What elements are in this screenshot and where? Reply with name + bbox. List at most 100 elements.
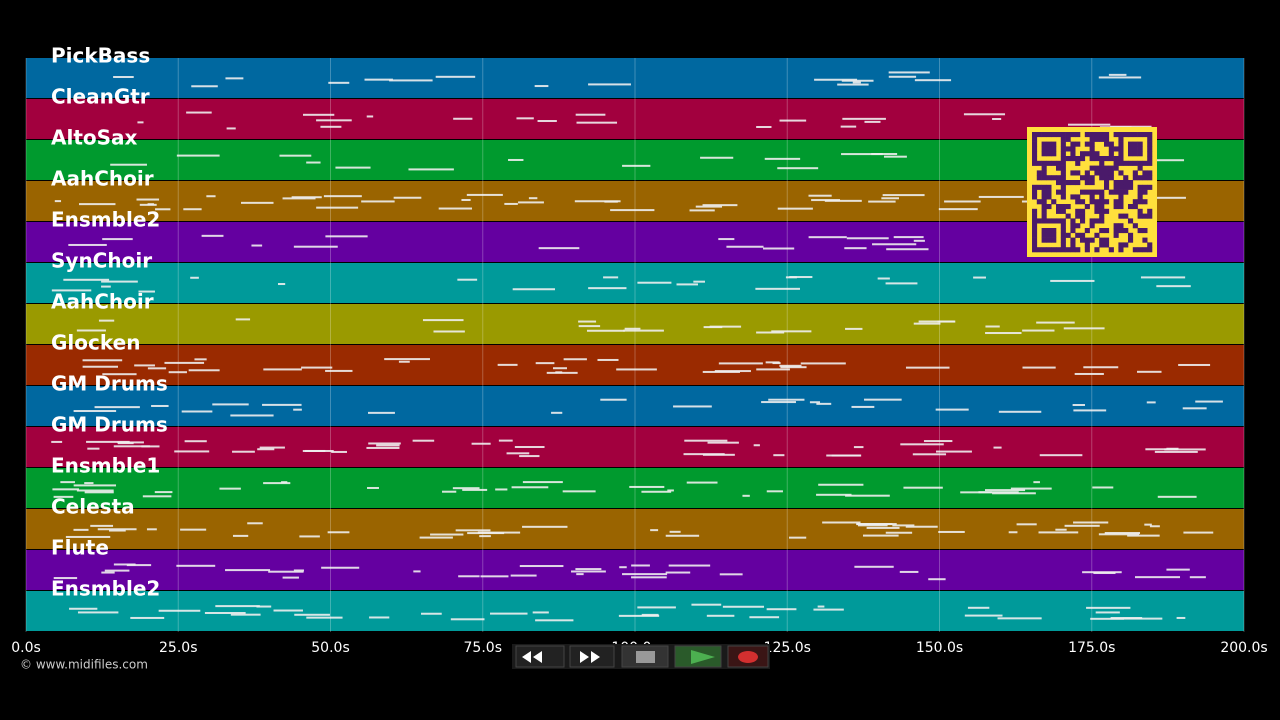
note — [294, 613, 330, 616]
note — [912, 453, 947, 456]
qr-cell — [1123, 242, 1129, 248]
note — [563, 358, 587, 361]
forward-button[interactable] — [569, 645, 615, 668]
note — [779, 364, 802, 367]
tick-label: 200.0s — [1220, 640, 1267, 656]
note — [514, 446, 545, 449]
note — [53, 495, 74, 498]
qr-cell — [1099, 132, 1105, 138]
note — [113, 445, 150, 448]
note — [316, 119, 352, 122]
qr-cell — [1036, 175, 1042, 181]
qr-cell — [1142, 184, 1148, 190]
qr-cell — [1118, 247, 1124, 253]
qr-cell — [1051, 141, 1057, 147]
qr-cell — [1089, 223, 1095, 229]
note — [101, 571, 115, 574]
qr-cell — [1075, 223, 1081, 229]
qr-cell — [1104, 208, 1110, 214]
qr-cell — [1137, 146, 1143, 152]
qr-cell — [1070, 237, 1076, 243]
note — [1164, 448, 1206, 451]
qr-cell — [1113, 165, 1119, 171]
note — [864, 398, 902, 401]
rewind-button[interactable] — [515, 645, 565, 668]
qr-cell — [1104, 132, 1110, 138]
note — [184, 440, 207, 443]
qr-cell — [1137, 165, 1143, 171]
qr-cell — [1046, 141, 1052, 147]
qr-cell — [1118, 242, 1124, 248]
note — [393, 196, 422, 199]
transport-controls — [512, 644, 770, 669]
qr-cell — [1065, 213, 1071, 219]
note — [506, 452, 530, 455]
qr-cell — [1089, 237, 1095, 243]
note — [763, 247, 795, 250]
record-button[interactable] — [727, 645, 769, 668]
note — [497, 363, 518, 366]
qr-cell — [1051, 146, 1057, 152]
note — [53, 577, 78, 580]
qr-cell — [1108, 170, 1114, 176]
qr-cell — [1099, 160, 1105, 166]
note — [174, 450, 210, 453]
note — [992, 118, 1002, 121]
qr-cell — [1032, 237, 1038, 243]
stop-button[interactable] — [621, 645, 669, 668]
note — [366, 446, 400, 449]
note — [1146, 401, 1156, 404]
qr-cell — [1070, 146, 1076, 152]
note — [1033, 481, 1040, 484]
note — [532, 611, 549, 614]
qr-cell — [1032, 132, 1038, 138]
qr-cell — [1099, 208, 1105, 214]
note — [422, 319, 464, 322]
note — [862, 534, 899, 537]
note — [263, 368, 302, 371]
note — [186, 111, 212, 114]
note — [257, 448, 275, 451]
note — [885, 531, 913, 534]
qr-cell — [1065, 232, 1071, 238]
qr-cell — [1075, 132, 1081, 138]
note — [1145, 448, 1179, 451]
note — [104, 569, 130, 572]
note — [130, 616, 165, 619]
qr-cell — [1104, 156, 1110, 162]
qr-cell — [1123, 132, 1129, 138]
note — [176, 564, 216, 567]
note — [702, 370, 740, 373]
qr-cell — [1075, 247, 1081, 253]
note — [320, 125, 342, 128]
note — [480, 575, 509, 578]
note — [519, 455, 540, 458]
qr-cell — [1137, 228, 1143, 234]
qr-cell — [1094, 199, 1100, 205]
note — [871, 153, 898, 156]
qr-cell — [1080, 237, 1086, 243]
track-name: Glocken — [51, 331, 140, 355]
qr-cell — [1056, 180, 1062, 186]
qr-cell — [1113, 132, 1119, 138]
qr-cell — [1041, 237, 1047, 243]
qr-cell — [1128, 232, 1134, 238]
qr-cell — [1084, 247, 1090, 253]
qr-cell — [1104, 242, 1110, 248]
qr-cell — [1118, 146, 1124, 152]
qr-cell — [1128, 160, 1134, 166]
play-button[interactable] — [674, 645, 722, 668]
qr-cell — [1094, 165, 1100, 171]
note — [571, 570, 606, 573]
note — [837, 83, 869, 86]
qr-cell — [1041, 141, 1047, 147]
note — [877, 277, 890, 280]
qr-cell — [1084, 242, 1090, 248]
qr-cell — [1104, 170, 1110, 176]
qr-cell — [1118, 141, 1124, 147]
note — [937, 320, 956, 323]
note — [108, 529, 126, 532]
note — [78, 203, 116, 206]
qr-cell — [1108, 165, 1114, 171]
note — [1110, 617, 1143, 620]
